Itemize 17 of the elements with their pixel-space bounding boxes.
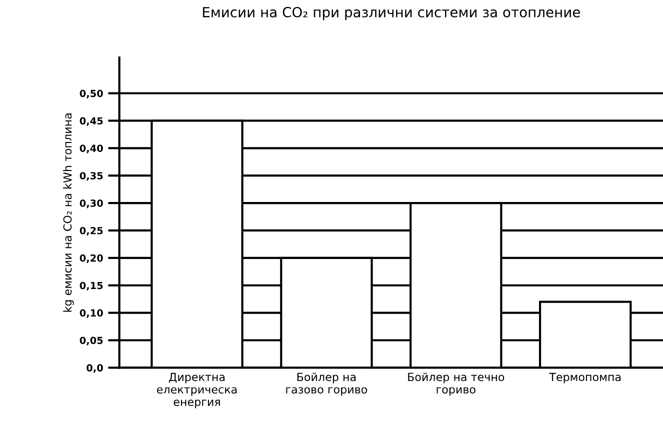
x-tick-label: Бойлер на течно гориво bbox=[408, 372, 504, 396]
y-axis-title: kg емисии на CO₂ на kWh топлина bbox=[63, 114, 74, 312]
y-tick-label: 0,20 bbox=[80, 254, 103, 263]
y-tick-label: 0,35 bbox=[80, 172, 103, 181]
chart-title: Емисии на CO₂ при различни системи за отопление bbox=[202, 6, 580, 20]
y-tick-label: 0,50 bbox=[80, 90, 103, 98]
y-tick-label: 0,15 bbox=[80, 282, 103, 290]
y-tick-label: 0,45 bbox=[80, 117, 103, 126]
y-tick-label: 0,30 bbox=[80, 200, 103, 208]
x-tick-label: Термопомпа bbox=[549, 372, 621, 384]
y-tick-label: 0,05 bbox=[80, 336, 103, 346]
y-tick-label: 0,40 bbox=[80, 144, 103, 154]
x-tick-label: Директна електрическа енергия bbox=[156, 372, 237, 408]
y-tick-label: 0,10 bbox=[80, 309, 103, 318]
y-tick-label: 0,25 bbox=[80, 226, 103, 236]
y-tick-label: 0,0 bbox=[86, 364, 103, 373]
x-tick-label: Бойлер на газово гориво bbox=[286, 372, 368, 396]
